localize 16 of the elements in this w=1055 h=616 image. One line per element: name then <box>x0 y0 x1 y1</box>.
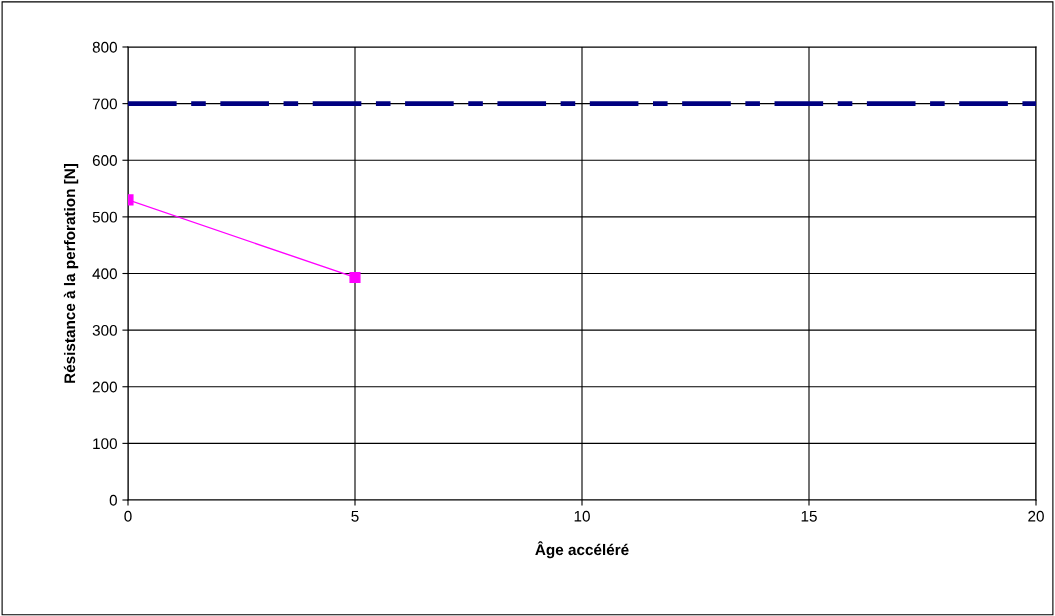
y-tick-label: 0 <box>109 494 117 506</box>
y-axis-title: Résistance à la perforation [N] <box>63 163 79 383</box>
y-tick-label: 400 <box>92 268 117 280</box>
y-tick-label: 500 <box>92 211 117 223</box>
y-tick-label: 600 <box>92 155 117 166</box>
y-tick-label: 300 <box>92 324 117 336</box>
x-axis-title: Âge accéléré <box>535 541 629 559</box>
y-tick-label: 700 <box>92 98 117 110</box>
x-tick-label: 15 <box>801 510 817 522</box>
y-tick-label: 200 <box>92 381 117 393</box>
x-tick-label: 0 <box>124 510 132 522</box>
x-tick-label: 10 <box>574 510 590 522</box>
y-tick-label: 100 <box>93 438 117 450</box>
x-tick-label: 20 <box>1028 510 1044 522</box>
x-tick-label: 5 <box>351 510 359 522</box>
y-tick-label: 800 <box>92 41 117 53</box>
